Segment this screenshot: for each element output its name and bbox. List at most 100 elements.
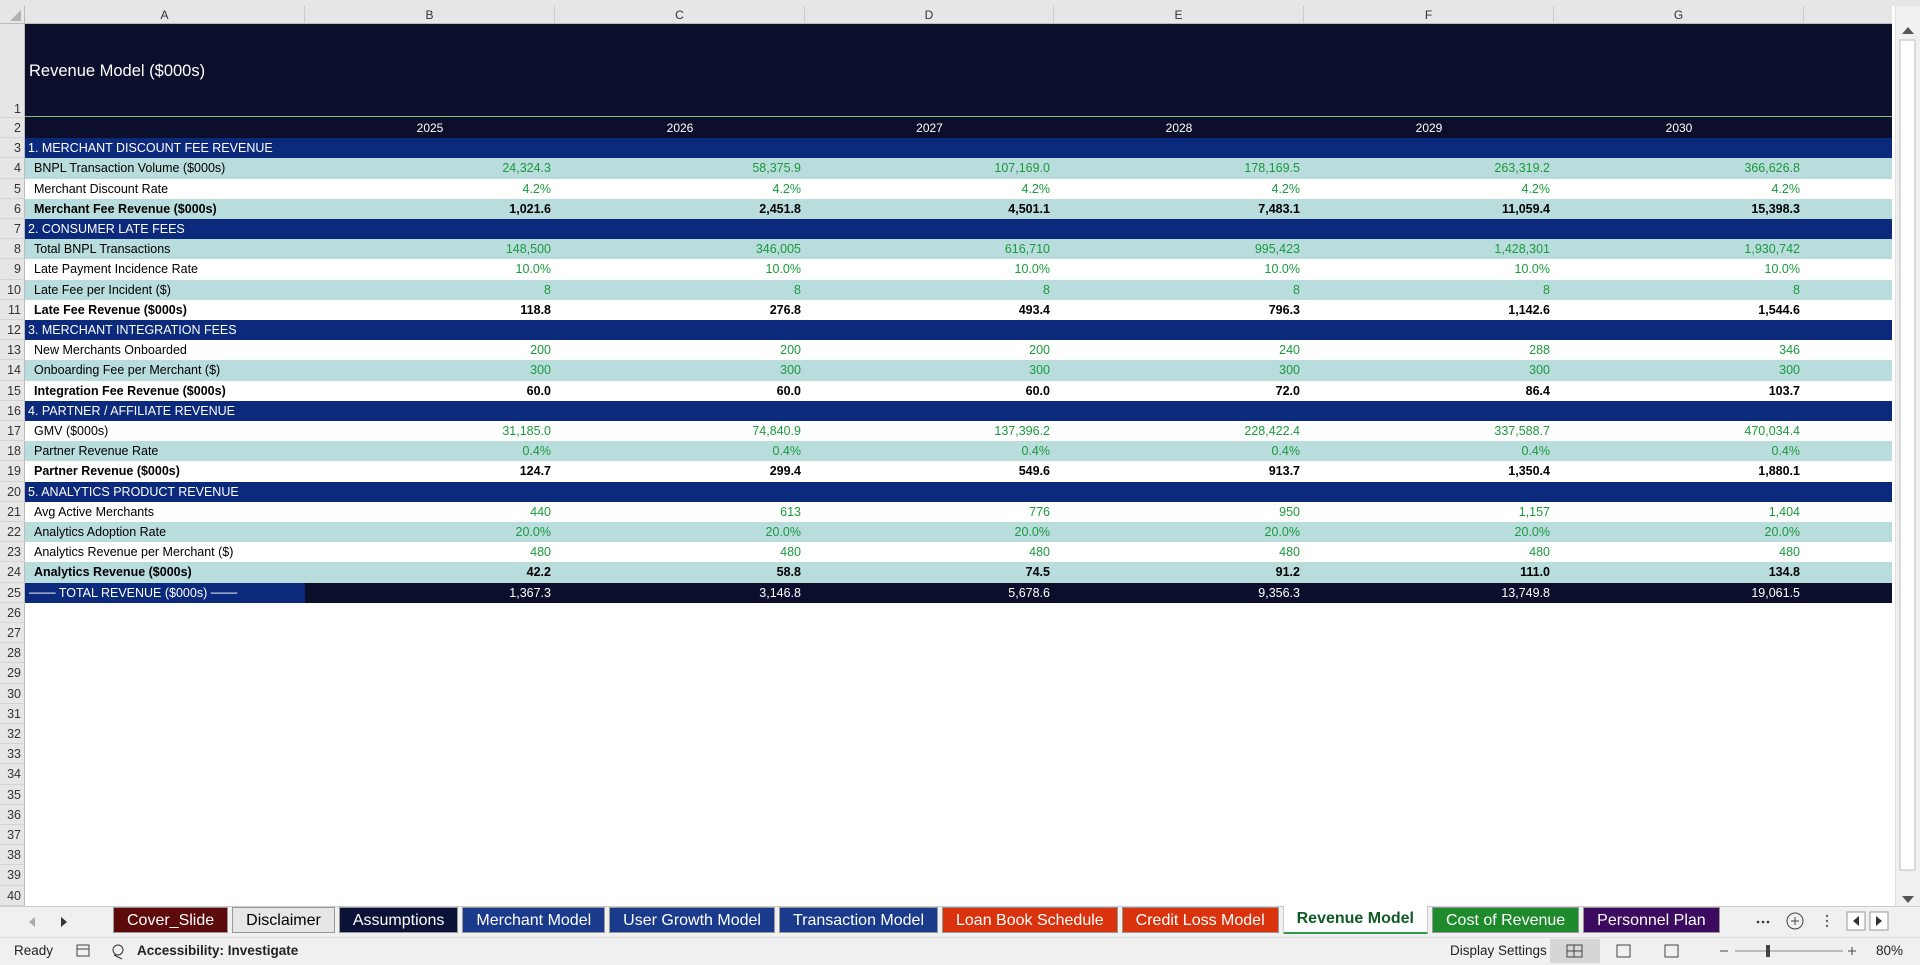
row-header[interactable]: 18	[0, 441, 25, 462]
section-title[interactable]: 1. MERCHANT DISCOUNT FEE REVENUE	[28, 141, 273, 156]
row-label[interactable]: Partner Revenue Rate	[34, 444, 159, 459]
value-cell[interactable]: 1,157	[1518, 504, 1550, 519]
value-cell[interactable]: 200	[1029, 343, 1050, 358]
row-header[interactable]: 17	[0, 421, 25, 442]
value-cell[interactable]: 4.2%	[772, 181, 802, 196]
value-cell[interactable]: 20.0%	[765, 525, 801, 539]
row-header[interactable]: 27	[0, 623, 25, 644]
value-cell[interactable]: 4.2%	[1271, 181, 1301, 196]
value-cell[interactable]: 995,423	[1254, 242, 1300, 257]
row-header[interactable]: 25	[0, 582, 25, 603]
value-cell[interactable]: 86.4	[1525, 383, 1550, 398]
value-cell[interactable]: 240	[1279, 343, 1300, 358]
row-header[interactable]: 29	[0, 663, 25, 684]
row-header[interactable]: 3	[0, 138, 25, 159]
value-cell[interactable]: 118.8	[520, 302, 551, 317]
tab-bar-controls[interactable]	[1752, 906, 1895, 936]
row-header[interactable]: 20	[0, 481, 25, 502]
value-cell[interactable]: 480	[1279, 545, 1300, 560]
row-header[interactable]: 2	[0, 118, 25, 139]
row-header[interactable]: 6	[0, 198, 25, 219]
value-cell[interactable]: 337,588.7	[1494, 424, 1550, 438]
value-cell[interactable]: 1,350.4	[1508, 464, 1550, 479]
grand-total-label[interactable]: ─── TOTAL REVENUE ($000s) ───	[29, 585, 238, 600]
view-controls[interactable]	[1530, 937, 1870, 965]
value-cell[interactable]: 74,840.9	[752, 424, 801, 438]
row-header[interactable]: 1	[0, 24, 25, 118]
value-cell[interactable]: 8	[544, 282, 551, 297]
row-label[interactable]: Integration Fee Revenue ($000s)	[34, 383, 226, 398]
row-header[interactable]: 36	[0, 804, 25, 825]
value-cell[interactable]: 10.0%	[1014, 262, 1050, 277]
value-cell[interactable]: 1,142.6	[1508, 302, 1550, 317]
value-cell[interactable]: 470,034.4	[1744, 424, 1800, 438]
row-label[interactable]: Late Fee Revenue ($000s)	[34, 302, 187, 317]
sheet-tab[interactable]: Credit Loss Model	[1121, 907, 1279, 933]
row-header[interactable]: 31	[0, 703, 25, 724]
grand-total-value[interactable]: 3,146.8	[759, 585, 801, 600]
row-header[interactable]: 9	[0, 259, 25, 280]
value-cell[interactable]: 10.0%	[1514, 262, 1550, 277]
value-cell[interactable]: 60.0	[1025, 383, 1050, 398]
column-header[interactable]: C	[555, 6, 805, 24]
row-header[interactable]: 7	[0, 219, 25, 240]
value-cell[interactable]: 1,930,742	[1744, 242, 1800, 257]
accessibility-status[interactable]: Accessibility: Investigate	[137, 943, 299, 958]
value-cell[interactable]: 74.5	[1025, 565, 1050, 580]
column-header[interactable]: D	[805, 6, 1054, 24]
value-cell[interactable]: 0.4%	[1271, 444, 1301, 459]
value-cell[interactable]: 10.0%	[1264, 262, 1300, 277]
value-cell[interactable]: 1,880.1	[1758, 464, 1800, 479]
value-cell[interactable]: 480	[1779, 545, 1800, 560]
sheet-tab[interactable]: Cover_Slide	[113, 907, 229, 933]
value-cell[interactable]: 776	[1029, 504, 1050, 519]
value-cell[interactable]: 8	[794, 282, 801, 297]
row-header[interactable]: 35	[0, 784, 25, 805]
value-cell[interactable]: 300	[780, 363, 801, 378]
value-cell[interactable]: 950	[1279, 504, 1300, 519]
row-header[interactable]: 28	[0, 643, 25, 664]
value-cell[interactable]: 346,005	[755, 242, 801, 257]
row-label[interactable]: GMV ($000s)	[34, 424, 109, 438]
value-cell[interactable]: 107,169.0	[994, 161, 1050, 176]
value-cell[interactable]: 0.4%	[1771, 444, 1801, 459]
value-cell[interactable]: 111.0	[1520, 565, 1550, 580]
value-cell[interactable]: 8	[1543, 282, 1550, 297]
value-cell[interactable]: 10.0%	[515, 262, 551, 277]
value-cell[interactable]: 299.4	[769, 464, 801, 479]
row-header[interactable]: 22	[0, 522, 25, 543]
row-header[interactable]: 8	[0, 239, 25, 260]
row-label[interactable]: Merchant Discount Rate	[34, 181, 169, 196]
sheet-tab[interactable]: Disclaimer	[232, 907, 335, 933]
row-header[interactable]: 34	[0, 764, 25, 785]
year-header[interactable]: 2029	[1415, 121, 1443, 135]
value-cell[interactable]: 4.2%	[522, 181, 552, 196]
row-header[interactable]: 13	[0, 340, 25, 361]
value-cell[interactable]: 616,710	[1004, 242, 1050, 257]
value-cell[interactable]: 480	[780, 545, 801, 560]
row-header[interactable]: 30	[0, 683, 25, 704]
value-cell[interactable]: 4.2%	[1021, 181, 1051, 196]
value-cell[interactable]: 11,059.4	[1502, 201, 1550, 216]
value-cell[interactable]: 300	[1529, 363, 1550, 378]
zoom-level[interactable]: 80%	[1876, 943, 1904, 958]
row-label[interactable]: Analytics Revenue ($000s)	[34, 565, 192, 580]
column-header[interactable]: A	[25, 6, 305, 24]
grand-total-value[interactable]: 19,061.5	[1751, 585, 1800, 600]
value-cell[interactable]: 300	[530, 363, 551, 378]
column-header[interactable]: G	[1554, 6, 1804, 24]
value-cell[interactable]: 346	[1779, 343, 1800, 358]
value-cell[interactable]: 178,169.5	[1244, 161, 1300, 176]
value-cell[interactable]: 8	[1043, 282, 1050, 297]
value-cell[interactable]: 1,404	[1768, 504, 1800, 519]
value-cell[interactable]: 60.0	[526, 383, 551, 398]
grand-total-value[interactable]: 5,678.6	[1008, 585, 1050, 600]
value-cell[interactable]: 72.0	[1275, 383, 1300, 398]
grand-total-value[interactable]: 13,749.8	[1501, 585, 1550, 600]
column-header[interactable]: B	[305, 6, 555, 24]
value-cell[interactable]: 493.4	[1018, 302, 1050, 317]
row-header[interactable]: 21	[0, 501, 25, 522]
select-all[interactable]	[0, 6, 25, 24]
row-label[interactable]: Onboarding Fee per Merchant ($)	[34, 363, 221, 378]
sheet-tab[interactable]: Cost of Revenue	[1431, 907, 1580, 933]
